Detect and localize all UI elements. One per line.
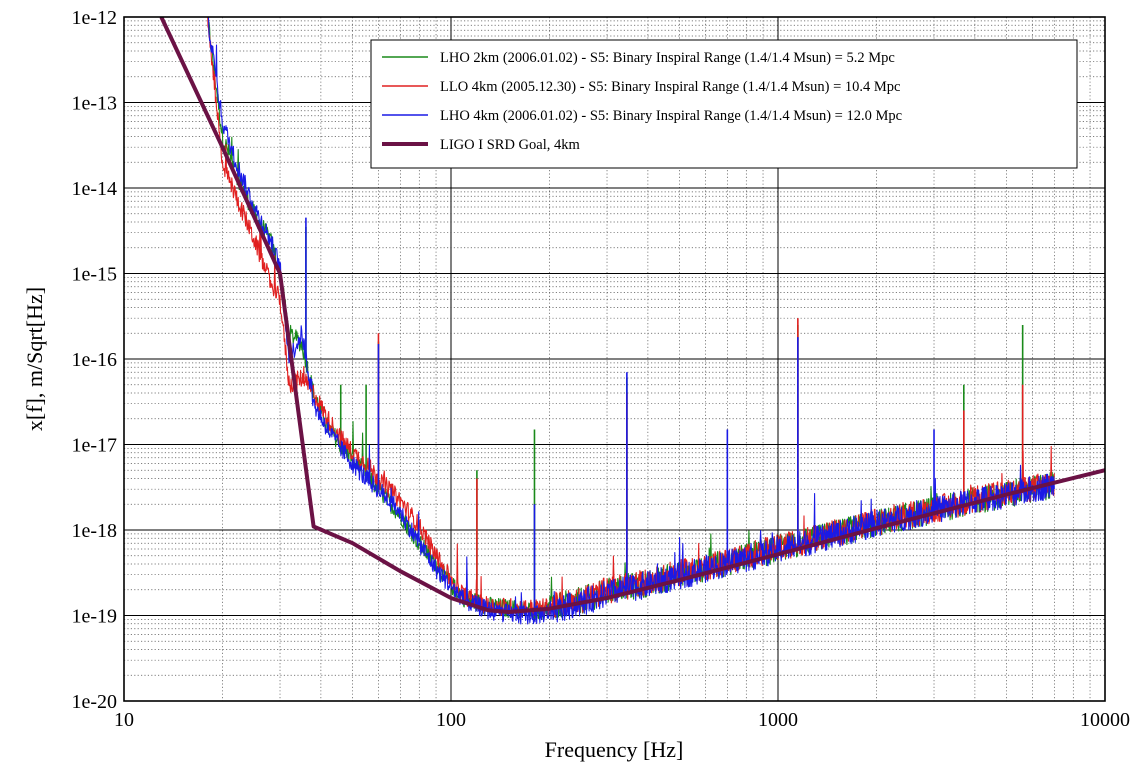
y-tick-label: 1e-19 [71,606,117,628]
y-axis-title: x[f], m/Sqrt[Hz] [22,287,47,431]
y-tick-label: 1e-20 [71,691,117,713]
legend-box [370,39,1078,169]
legend-label: LIGO I SRD Goal, 4km [440,137,580,153]
y-tick-label: 1e-15 [71,264,117,286]
x-tick-label: 10 [114,709,134,731]
legend: LHO 2km (2006.01.02) - S5: Binary Inspir… [370,39,1078,169]
y-axis-ticks: 1e-20 1e-19 1e-18 1e-17 1e-16 1e-15 1e-14 1e-13… [71,7,117,713]
x-axis-ticks: 10 100 1000 10000 [114,709,1130,731]
x-tick-label: 10000 [1080,709,1130,731]
series-layer [159,17,1105,625]
legend-label: LLO 4km (2005.12.30) - S5: Binary Inspir… [440,79,900,95]
y-tick-label: 1e-14 [71,178,117,200]
plot-frame [123,16,1106,702]
legend-label: LHO 2km (2006.01.02) - S5: Binary Inspir… [440,50,895,66]
series-line-goal [159,17,1105,614]
y-tick-label: 1e-12 [71,7,117,29]
legend-label: LHO 4km (2006.01.02) - S5: Binary Inspir… [440,108,902,124]
x-tick-label: 100 [436,709,466,731]
y-tick-label: 1e-13 [71,93,117,115]
y-tick-label: 1e-17 [71,435,117,457]
x-tick-label: 1000 [758,709,798,731]
y-tick-label: 1e-16 [71,349,117,371]
x-axis-title: Frequency [Hz] [545,737,684,762]
y-tick-label: 1e-18 [71,520,117,542]
